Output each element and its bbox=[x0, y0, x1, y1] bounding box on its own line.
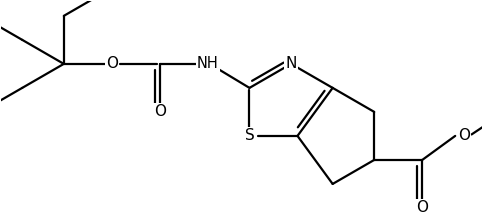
Text: NH: NH bbox=[197, 56, 219, 71]
Text: O: O bbox=[106, 56, 118, 71]
Text: N: N bbox=[285, 56, 297, 71]
Text: O: O bbox=[458, 128, 470, 143]
Text: O: O bbox=[154, 104, 166, 119]
Text: O: O bbox=[416, 200, 428, 215]
Text: S: S bbox=[244, 128, 255, 143]
